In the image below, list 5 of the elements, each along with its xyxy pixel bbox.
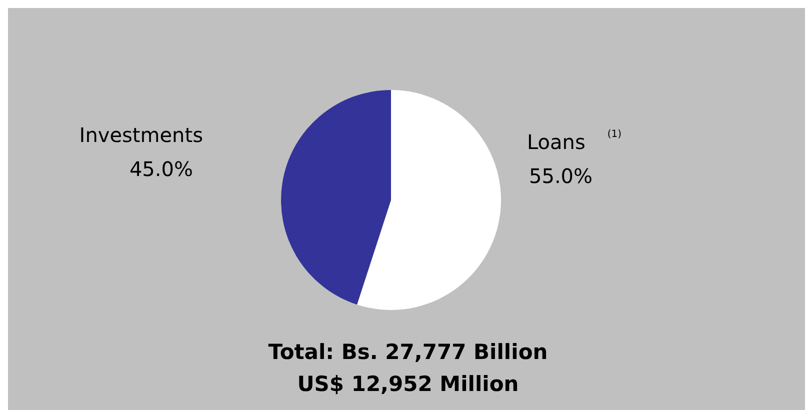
text: US$ 12,952 Million [296,371,520,398]
data-label: 55.0% [529,163,594,190]
text: Total: Bs. 27,777 Billion [267,339,549,366]
data-label: 45.0% [128,156,193,183]
slice-label: Investments [79,122,203,149]
